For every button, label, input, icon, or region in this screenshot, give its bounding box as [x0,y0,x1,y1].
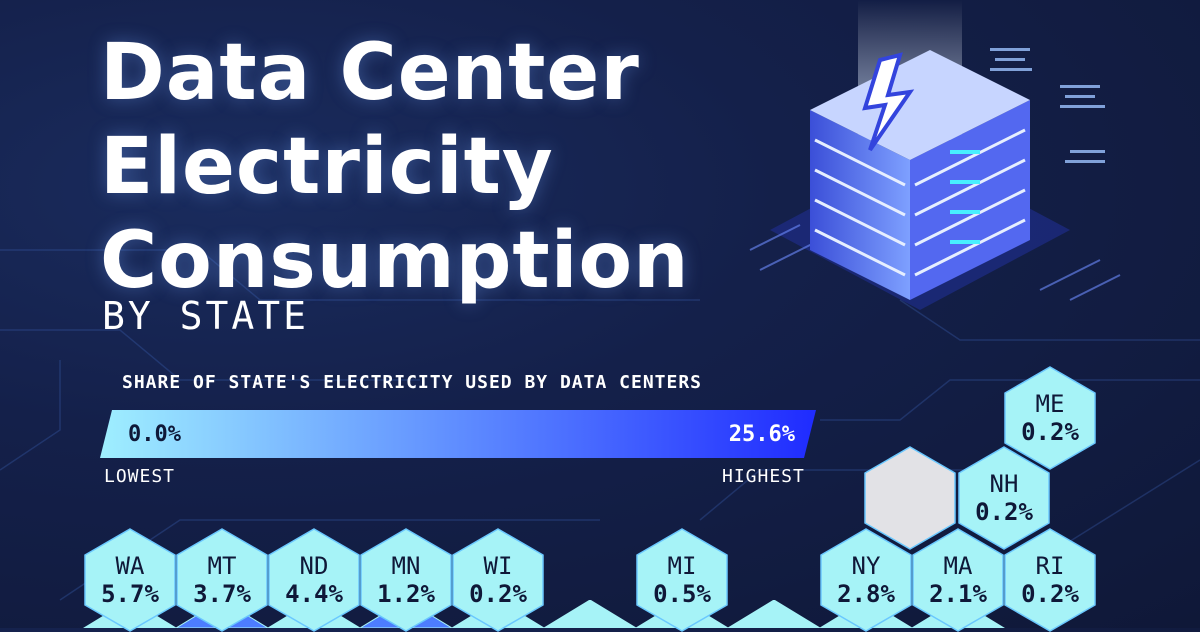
state-value: 3.7% [193,580,251,608]
data-center-server-illustration [749,0,1121,310]
legend-high-label: HIGHEST [722,466,805,487]
hex-state-ny[interactable]: NY 2.8% [820,528,912,632]
state-value: 5.7% [101,580,159,608]
hex-state-wi[interactable]: WI 0.2% [452,528,544,632]
legend-low-label: LOWEST [104,466,176,487]
hex-state-ri[interactable]: RI 0.2% [1004,528,1096,632]
hex-state-mt[interactable]: MT 3.7% [176,528,268,632]
hex-state-wa[interactable]: WA 5.7% [84,528,176,632]
state-value: 2.1% [929,580,987,608]
state-abbr: RI [1035,552,1065,580]
page-title: Data Center Electricity Consumption [100,26,690,308]
state-abbr: NH [989,470,1019,498]
legend-max-value: 25.6% [728,422,795,447]
state-abbr: WI [483,552,513,580]
state-value: 0.5% [653,580,711,608]
hex-state-nd[interactable]: ND 4.4% [268,528,360,632]
title-line-3: Consumption [100,216,690,306]
state-value: 4.4% [285,580,343,608]
hex-state-me[interactable]: ME 0.2% [1004,366,1096,470]
state-abbr: ME [1035,390,1065,418]
state-value: 0.2% [1021,418,1079,446]
hex-empty-tile [864,446,956,550]
state-abbr: WA [115,552,145,580]
page-subtitle: BY STATE [102,294,310,338]
hex-state-mi[interactable]: MI 0.5% [636,528,728,632]
state-value: 2.8% [837,580,895,608]
state-value: 0.2% [469,580,527,608]
legend-min-value: 0.0% [128,422,181,447]
state-value: 0.2% [975,498,1033,526]
state-value: 0.2% [1021,580,1079,608]
title-line-2: Electricity [100,122,554,212]
hex-state-mn[interactable]: MN 1.2% [360,528,452,632]
state-abbr: MI [667,552,697,580]
hex-state-nh[interactable]: NH 0.2% [958,446,1050,550]
state-abbr: NY [851,552,881,580]
state-abbr: ND [299,552,329,580]
state-abbr: MA [943,552,973,580]
legend-title: SHARE OF STATE'S ELECTRICITY USED BY DAT… [122,372,703,393]
legend-gradient-bar [100,410,816,458]
state-value: 1.2% [377,580,435,608]
state-abbr: MT [207,552,237,580]
state-abbr: MN [391,552,421,580]
title-line-1: Data Center [100,28,640,118]
